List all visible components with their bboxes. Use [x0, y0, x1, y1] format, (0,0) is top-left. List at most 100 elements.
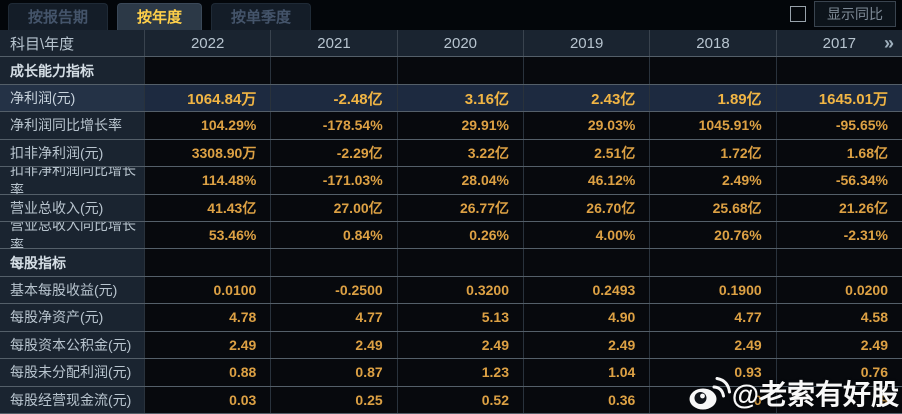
value-cell: 4.58: [775, 304, 902, 331]
value-cell: 0.26%: [396, 222, 523, 249]
value-cell: 0.84%: [270, 222, 397, 249]
table-row: 扣非净利润(元) 3308.90万 -2.29亿 3.22亿 2.51亿 1.72亿 1.6…: [0, 139, 902, 168]
table-row: 每股资本公积金(元) 2.49 2.49 2.49 2.49 2.49 2.49: [0, 331, 902, 360]
value-cell: -2.29亿: [270, 139, 397, 167]
value-cell: 26.70亿: [523, 194, 650, 221]
value-cell: 20.76%: [649, 222, 776, 249]
row-label: 净利润(元): [0, 84, 144, 112]
value-cell: 2.49: [523, 331, 650, 359]
value-cell: 1.23: [396, 359, 523, 386]
value-cell: 4.77: [270, 304, 397, 331]
table-row: 营业总收入同比增长率 53.46% 0.84% 0.26% 4.00% 20.76% -2.…: [0, 222, 902, 250]
value-cell: 4.77: [649, 304, 776, 331]
tab-by-year[interactable]: 按年度: [117, 3, 203, 30]
value-cell: 3308.90万: [144, 139, 271, 167]
value-cell: 0.87: [270, 359, 397, 386]
value-cell: [649, 57, 776, 84]
value-cell: 2.43亿: [523, 84, 650, 112]
value-cell: 114.48%: [144, 167, 271, 194]
tab-single-quarter[interactable]: 按单季度: [211, 3, 312, 30]
row-label: 每股净资产(元): [0, 304, 144, 331]
value-cell: [649, 249, 776, 276]
value-cell: 29.03%: [523, 112, 650, 139]
value-cell: [775, 57, 902, 84]
row-label: 营业总收入同比增长率: [0, 222, 144, 249]
section-row: 每股指标: [0, 249, 902, 277]
value-cell: 2.49: [649, 331, 776, 359]
table-row: 每股经营现金流(元) 0.03 0.25 0.52 0.36 0 9: [0, 386, 902, 414]
value-cell: 21.26亿: [775, 194, 902, 221]
row-label: 每股经营现金流(元): [0, 386, 144, 413]
value-cell: -56.34%: [775, 167, 902, 194]
value-cell: 27.00亿: [270, 194, 397, 221]
value-cell: 104.29%: [144, 112, 271, 139]
tab-bar: 按报告期 按年度 按单季度 显示同比: [0, 0, 902, 30]
value-cell: 26.77亿: [396, 194, 523, 221]
show-yoy-label[interactable]: 显示同比: [814, 1, 896, 27]
value-cell: 0.88: [144, 359, 271, 386]
table-row: 营业总收入(元) 41.43亿 27.00亿 26.77亿 26.70亿 25.68亿 21…: [0, 194, 902, 222]
show-yoy-control: 显示同比: [790, 1, 896, 27]
value-cell: 0.0200: [775, 276, 902, 304]
table-row: 净利润(元) 1064.84万 -2.48亿 3.16亿 2.43亿 1.89亿 1645.…: [0, 84, 902, 113]
value-cell: 2.49: [396, 331, 523, 359]
value-cell: [144, 57, 271, 84]
row-label: 扣非净利润同比增长率: [0, 167, 144, 194]
value-cell: 0.25: [270, 386, 397, 413]
value-cell: 1.04: [523, 359, 650, 386]
tab-report-period[interactable]: 按报告期: [8, 3, 109, 30]
row-label: 扣非净利润(元): [0, 139, 144, 167]
value-cell: 0.3200: [396, 276, 523, 304]
table-row: 扣非净利润同比增长率 114.48% -171.03% 28.04% 46.12% 2.4…: [0, 167, 902, 195]
header-year-2018: 2018: [649, 30, 776, 57]
header-subject-label: 科目\年度: [0, 30, 144, 57]
value-cell: 0.76: [775, 359, 902, 386]
value-cell: 1064.84万: [144, 84, 271, 112]
value-cell: 1.72亿: [649, 139, 776, 167]
value-cell: 0.1900: [649, 276, 776, 304]
value-cell: 4.90: [523, 304, 650, 331]
table-header-row: 科目\年度 2022 2021 2020 2019 2018 2017»: [0, 30, 902, 58]
header-year-2019: 2019: [523, 30, 650, 57]
value-cell: 53.46%: [144, 222, 271, 249]
value-cell: -0.2500: [270, 276, 397, 304]
value-cell: 0.36: [523, 386, 650, 413]
value-cell: 0.52: [396, 386, 523, 413]
section-row: 成长能力指标: [0, 57, 902, 85]
value-cell: 3.16亿: [396, 84, 523, 112]
value-cell: -2.31%: [775, 222, 902, 249]
value-cell: 0: [649, 386, 776, 413]
value-cell: 3.22亿: [396, 139, 523, 167]
value-cell: [396, 57, 523, 84]
value-cell: 0.2493: [523, 276, 650, 304]
value-cell: 1.68亿: [775, 139, 902, 167]
value-cell: 4.78: [144, 304, 271, 331]
value-cell: 25.68亿: [649, 194, 776, 221]
table-row: 每股未分配利润(元) 0.88 0.87 1.23 1.04 0.93 0.76: [0, 359, 902, 387]
value-cell: 0.93: [649, 359, 776, 386]
value-cell: [523, 249, 650, 276]
row-label: 每股未分配利润(元): [0, 359, 144, 386]
value-cell: [523, 57, 650, 84]
header-year-2022: 2022: [144, 30, 271, 57]
value-cell: -95.65%: [775, 112, 902, 139]
value-cell: 2.49%: [649, 167, 776, 194]
table-row: 基本每股收益(元) 0.0100 -0.2500 0.3200 0.2493 0.1900…: [0, 276, 902, 305]
value-cell: 1645.01万: [775, 84, 902, 112]
value-cell: -2.48亿: [270, 84, 397, 112]
row-label: 每股资本公积金(元): [0, 331, 144, 359]
value-cell: [775, 249, 902, 276]
row-label: 每股指标: [0, 249, 144, 276]
value-cell: 4.00%: [523, 222, 650, 249]
value-cell: 1.89亿: [649, 84, 776, 112]
table-row: 净利润同比增长率 104.29% -178.54% 29.91% 29.03% 1045.…: [0, 112, 902, 140]
row-label: 基本每股收益(元): [0, 276, 144, 304]
more-years-icon[interactable]: »: [883, 32, 894, 53]
value-cell: 2.51亿: [523, 139, 650, 167]
value-cell: [396, 249, 523, 276]
value-cell: 2.49: [144, 331, 271, 359]
value-cell: [270, 249, 397, 276]
show-yoy-checkbox[interactable]: [790, 6, 806, 22]
value-cell: 5.13: [396, 304, 523, 331]
